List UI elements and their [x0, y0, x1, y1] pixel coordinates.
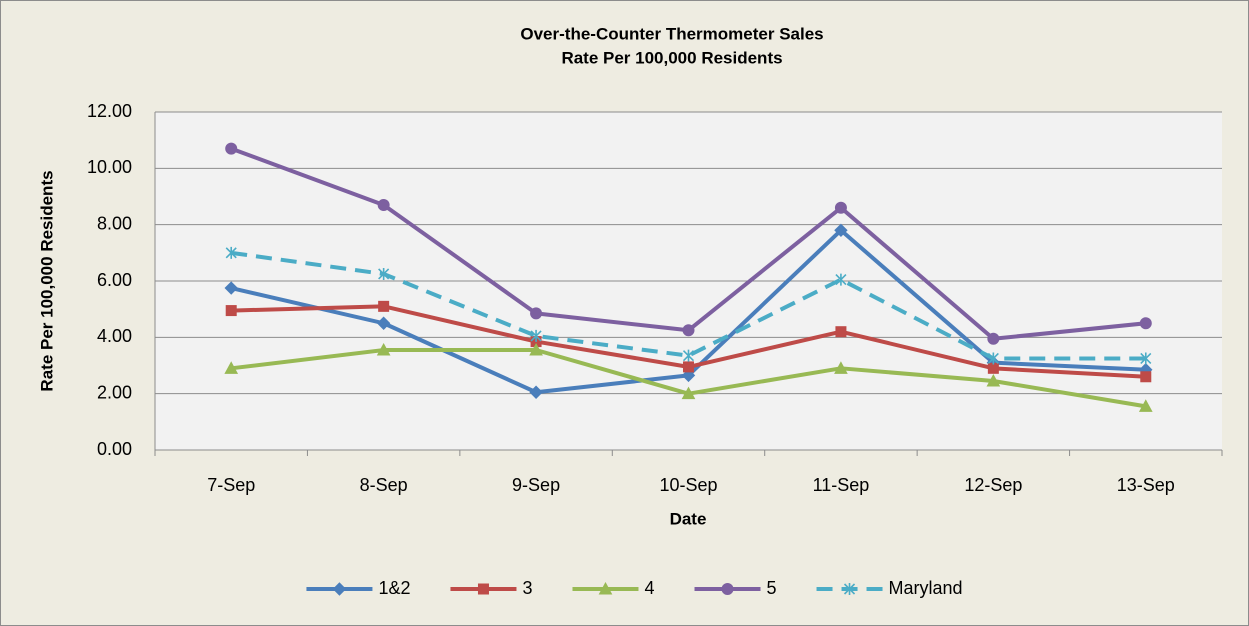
marker	[224, 361, 239, 374]
x-tick-label: 7-Sep	[207, 475, 255, 495]
x-axis-title: Date	[670, 509, 707, 528]
marker	[598, 581, 613, 595]
series	[225, 142, 1152, 345]
marker	[835, 326, 847, 338]
legend-label: 1&2	[378, 578, 410, 598]
marker	[378, 300, 390, 312]
legend-label: Maryland	[889, 578, 963, 598]
marker	[377, 198, 390, 211]
marker	[834, 201, 847, 214]
marker	[683, 361, 694, 373]
x-tick-label: 12-Sep	[964, 475, 1022, 495]
legend-item: 5	[694, 578, 777, 598]
grid	[155, 111, 1222, 451]
marker	[530, 307, 543, 320]
chart-subtitle: Rate Per 100,000 Residents	[561, 48, 782, 67]
y-tick-label: 4.00	[97, 326, 132, 346]
marker	[529, 385, 543, 399]
marker	[721, 583, 734, 595]
series	[224, 342, 1153, 412]
marker	[834, 361, 848, 374]
marker	[225, 142, 238, 155]
legend-label: 5	[767, 578, 777, 598]
chart-title: Over-the-Counter Thermometer Sales	[520, 24, 823, 43]
marker	[987, 362, 999, 374]
marker	[1138, 399, 1153, 412]
y-tick-label: 10.00	[87, 157, 132, 177]
marker	[477, 583, 489, 595]
y-tick-label: 2.00	[97, 382, 132, 402]
marker	[987, 352, 999, 365]
marker	[1139, 317, 1152, 330]
marker	[1140, 371, 1152, 383]
marker	[681, 368, 696, 383]
marker	[376, 316, 391, 330]
legend-item: 4	[572, 578, 655, 598]
marker	[682, 324, 695, 337]
marker	[225, 305, 237, 317]
y-tick-label: 6.00	[97, 270, 132, 290]
marker	[986, 373, 1001, 387]
x-tick-label: 10-Sep	[659, 475, 717, 495]
legend-label: 4	[644, 578, 654, 598]
marker	[530, 329, 542, 342]
legend-label: 3	[522, 578, 532, 598]
legend: 1&2 3 4 5 Maryland	[306, 578, 963, 598]
x-tick-label: 9-Sep	[512, 475, 560, 495]
series-lines	[224, 142, 1153, 412]
marker	[376, 342, 391, 356]
legend-item: 1&2	[306, 578, 410, 598]
y-tick-label: 8.00	[97, 213, 132, 233]
marker	[225, 246, 237, 259]
series	[225, 300, 1152, 383]
marker	[835, 273, 847, 286]
marker	[843, 583, 856, 595]
x-tick-label: 11-Sep	[813, 475, 870, 495]
marker	[529, 342, 543, 356]
legend-item: 3	[450, 578, 532, 598]
marker	[681, 386, 696, 400]
y-tick-label: 12.00	[87, 101, 132, 121]
x-tick-label: 13-Sep	[1117, 475, 1175, 495]
marker	[224, 281, 238, 295]
y-tick-label: 0.00	[97, 439, 132, 459]
marker	[378, 267, 390, 280]
series	[225, 246, 1152, 365]
legend-item: Maryland	[816, 578, 963, 598]
marker	[987, 332, 1000, 345]
marker	[332, 582, 347, 596]
marker	[1140, 352, 1152, 365]
y-axis-title: Rate Per 100,000 Residents	[37, 170, 56, 391]
marker	[834, 223, 848, 238]
marker	[682, 349, 695, 362]
axes: 0.00 2.00 4.00 6.00 8.00 10.00 12.00 7-Sep 8-Sep…	[87, 101, 1223, 495]
x-tick-label: 8-Sep	[360, 475, 408, 495]
